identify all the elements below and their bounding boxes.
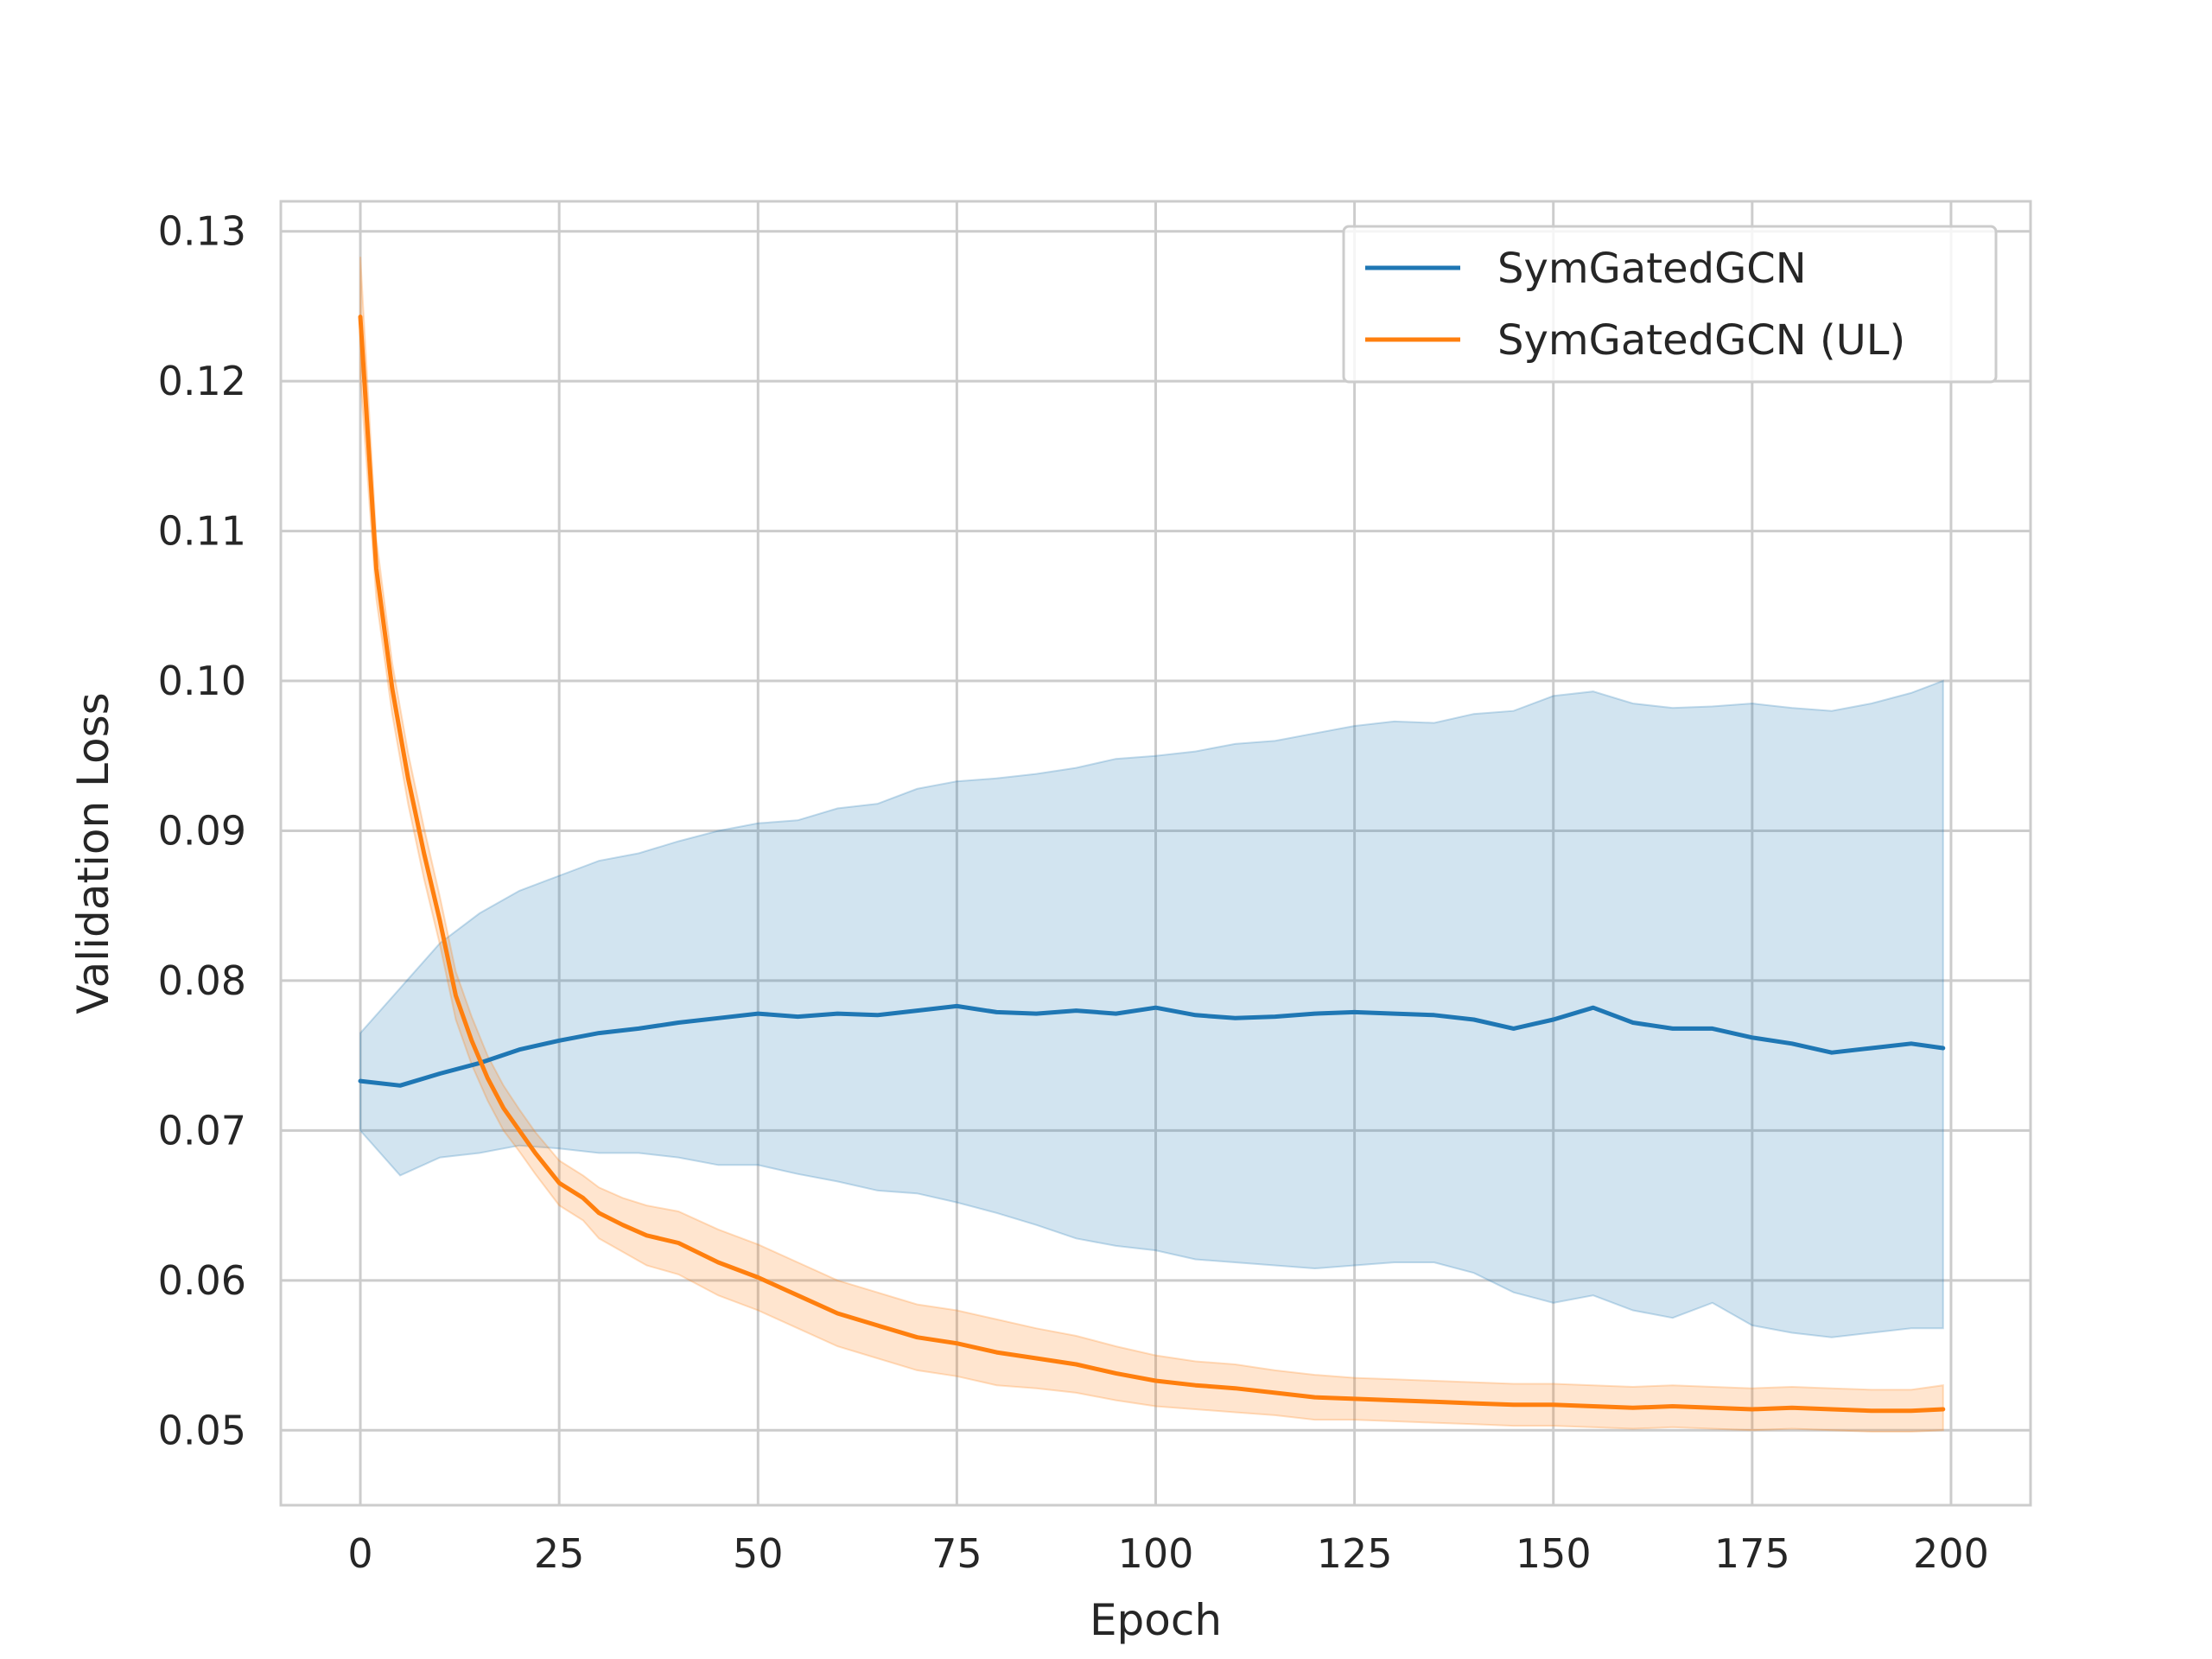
- y-tick-label: 0.07: [158, 1107, 246, 1154]
- series-lines: [358, 315, 1946, 1414]
- y-tick-label: 0.05: [158, 1407, 246, 1453]
- y-tick-label: 0.06: [158, 1257, 246, 1304]
- x-tick-label: 0: [347, 1530, 372, 1577]
- x-tick-label: 75: [931, 1530, 982, 1577]
- x-tick-label: 200: [1913, 1530, 1989, 1577]
- y-axis-label: Validation Loss: [68, 692, 118, 1014]
- y-tick-label: 0.08: [158, 957, 246, 1004]
- x-tick-label: 125: [1317, 1530, 1393, 1577]
- legend-label-symgatedgcn-ul: SymGatedGCN (UL): [1497, 316, 1905, 365]
- x-tick-label: 25: [534, 1530, 585, 1577]
- band-series-1: [359, 257, 1944, 1433]
- y-tick-label: 0.09: [158, 807, 246, 854]
- grid-lines: [281, 201, 2031, 1505]
- plot-frame: [279, 200, 2032, 1507]
- y-tick-labels: 0.05 0.06 0.07 0.08 0.09 0.10 0.11 0.12 0.13: [158, 208, 246, 1454]
- x-tick-label: 100: [1118, 1530, 1194, 1577]
- y-tick-label: 0.11: [158, 508, 246, 555]
- y-tick-label: 0.12: [158, 358, 246, 404]
- legend: SymGatedGCN SymGatedGCN (UL): [1342, 225, 1998, 384]
- y-tick-label: 0.10: [158, 658, 246, 704]
- x-tick-label: 150: [1516, 1530, 1592, 1577]
- line-series-1: [358, 315, 1946, 1414]
- legend-box: [1342, 225, 1998, 384]
- x-axis-label: Epoch: [1090, 1595, 1222, 1645]
- x-tick-labels: 0 25 50 75 100 125 150 175 200: [347, 1530, 1988, 1577]
- legend-label-symgatedgcn: SymGatedGCN: [1497, 245, 1807, 293]
- x-tick-label: 175: [1714, 1530, 1790, 1577]
- x-tick-label: 50: [733, 1530, 784, 1577]
- line-series-0: [358, 1003, 1946, 1088]
- y-tick-label: 0.13: [158, 208, 246, 255]
